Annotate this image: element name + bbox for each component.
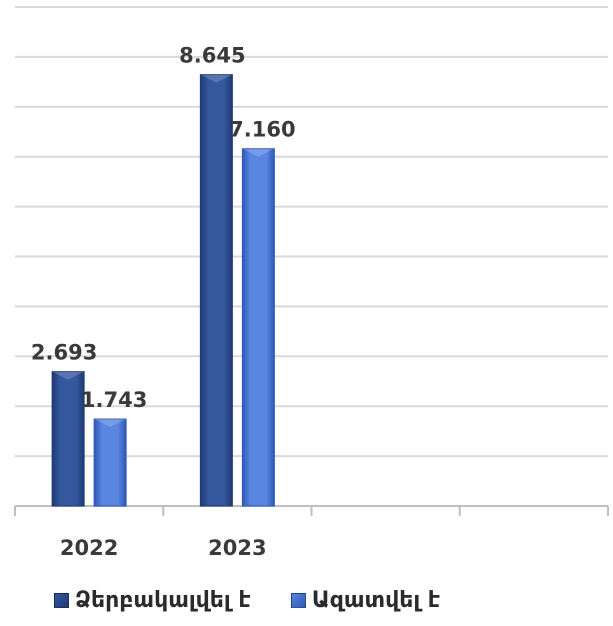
x-tick-label: 2023: [208, 536, 266, 560]
data-label: 7.160: [229, 118, 295, 142]
legend-label-series-1: Ձերբակալվել է: [75, 588, 251, 613]
data-label: 1.743: [81, 388, 147, 412]
legend: Ձերբակալվել է Ազատվել է: [54, 588, 480, 613]
bar-bevel: [200, 74, 233, 83]
legend-swatch-series-2: [290, 593, 306, 608]
bar-2-2022: [93, 418, 127, 507]
bar-bevel: [52, 371, 85, 380]
legend-item-series-1: Ձերբակալվել է: [54, 588, 251, 613]
data-label: 2.693: [31, 341, 97, 365]
legend-swatch-series-1: [54, 593, 69, 608]
legend-label-series-2: Ազատվել է: [311, 588, 441, 613]
bar-bevel: [94, 419, 127, 428]
bar-1-2023: [199, 74, 233, 507]
bar-2-2023: [241, 148, 275, 507]
data-label: 8.645: [179, 44, 245, 68]
x-tick-label: 2022: [60, 536, 118, 560]
bar-bevel: [242, 148, 275, 157]
bar-1-2022: [51, 371, 85, 507]
legend-item-series-2: Ազատվել է: [290, 588, 441, 613]
